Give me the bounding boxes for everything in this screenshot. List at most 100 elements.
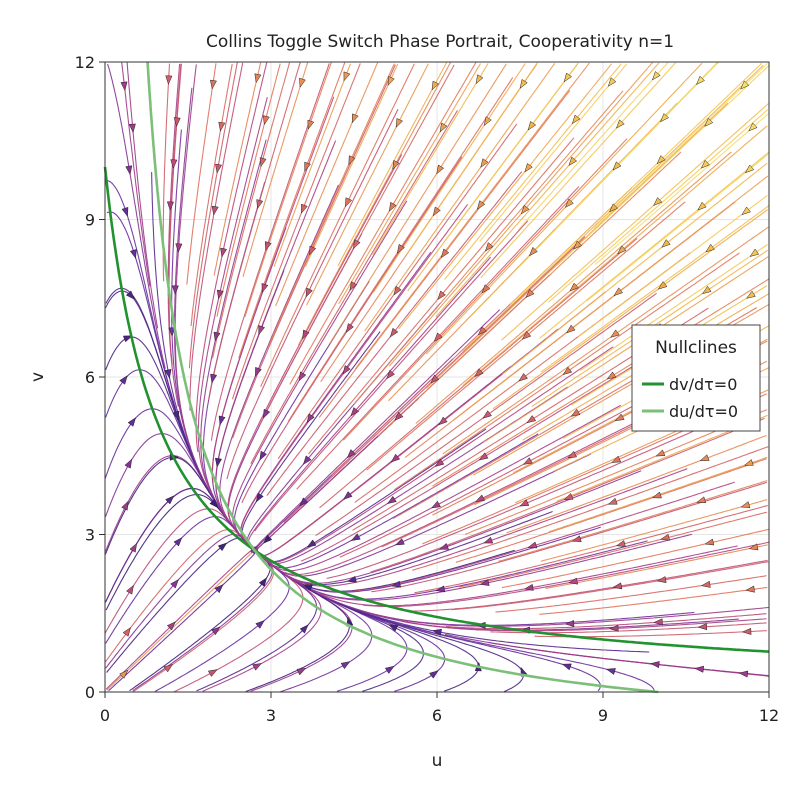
stream-arrow: [220, 247, 227, 258]
y-tick-label: 12: [75, 53, 95, 72]
stream-arrow: [346, 449, 356, 459]
streamline: [492, 209, 769, 410]
stream-arrow: [435, 585, 446, 593]
stream-arrow: [474, 368, 484, 378]
streamline: [443, 62, 579, 243]
streamline: [506, 434, 767, 534]
stream-arrow: [655, 449, 666, 457]
x-tick-label: 0: [100, 706, 110, 725]
stream-arrow: [164, 368, 172, 379]
stream-arrow: [301, 203, 308, 214]
stream-arrow: [258, 325, 266, 336]
stream-arrow: [523, 583, 534, 591]
streamline: [406, 559, 768, 612]
streamline: [455, 458, 767, 563]
streamline: [190, 63, 233, 327]
stream-arrow: [610, 329, 620, 338]
stream-arrow: [346, 575, 357, 583]
stream-arrow: [218, 121, 226, 132]
stream-arrow: [168, 327, 176, 337]
stream-arrow: [213, 331, 221, 342]
legend: Nullclines dv/dτ=0 du/dτ=0: [631, 324, 761, 432]
streamline: [442, 226, 769, 455]
stream-arrow: [255, 366, 262, 377]
streamline: [403, 624, 655, 692]
stream-arrow: [607, 497, 618, 505]
stream-arrow: [653, 618, 663, 626]
streamline: [532, 648, 769, 677]
stream-arrow: [121, 500, 129, 511]
streamline: [444, 63, 622, 280]
stream-arrow: [306, 539, 317, 548]
stream-arrow: [388, 624, 399, 632]
streamline: [586, 153, 769, 302]
streamline: [579, 244, 768, 371]
stream-arrow: [478, 452, 489, 461]
streamline: [539, 586, 768, 615]
stream-arrow: [741, 206, 751, 216]
stream-arrow: [524, 162, 533, 173]
streamline: [306, 63, 429, 306]
stream-arrow: [657, 281, 668, 290]
stream-arrow: [343, 491, 353, 500]
streamline: [517, 61, 669, 231]
streamline: [354, 62, 590, 370]
streamline: [425, 62, 703, 355]
streamline: [305, 63, 399, 267]
stream-arrow: [345, 197, 353, 208]
stream-arrow: [129, 542, 138, 553]
stream-arrow: [660, 113, 670, 123]
stream-arrow: [704, 538, 715, 546]
stream-arrow: [649, 661, 660, 669]
y-tick-label: 3: [85, 526, 95, 545]
stream-arrow: [126, 584, 134, 595]
stream-arrow: [170, 579, 179, 589]
chart-title: Collins Toggle Switch Phase Portrait, Co…: [206, 32, 674, 52]
streamline: [372, 63, 526, 293]
stream-arrow: [386, 369, 396, 380]
stream-arrow: [482, 410, 492, 419]
stream-arrow: [309, 245, 317, 256]
stream-arrow: [613, 287, 624, 297]
stream-arrow: [607, 77, 617, 87]
stream-arrow: [299, 497, 309, 507]
stream-arrow: [430, 374, 440, 384]
stream-arrow: [483, 536, 494, 544]
stream-arrow: [218, 415, 226, 426]
streamline: [188, 61, 238, 369]
stream-arrow: [697, 623, 708, 631]
stream-arrow: [522, 457, 533, 465]
stream-arrow: [617, 245, 627, 255]
stream-arrow: [429, 670, 439, 679]
stream-arrow: [172, 410, 180, 421]
stream-arrow: [214, 584, 224, 594]
streamline: [406, 61, 539, 255]
stream-arrow: [119, 669, 129, 679]
streamline: [289, 61, 477, 385]
streamline: [501, 103, 769, 341]
stream-arrow: [476, 200, 486, 210]
stream-arrow: [527, 120, 537, 131]
x-tick-label: 12: [759, 706, 779, 725]
stream-arrow: [436, 164, 445, 175]
streamline: [106, 547, 258, 691]
stream-arrow: [255, 492, 264, 503]
stream-arrow: [564, 620, 575, 628]
stream-arrow: [264, 241, 272, 252]
stream-arrow: [561, 663, 572, 671]
stream-arrow: [211, 205, 219, 216]
stream-arrow: [525, 288, 535, 299]
stream-arrow: [696, 496, 707, 504]
stream-arrow: [128, 123, 136, 134]
y-tick-label: 6: [85, 368, 95, 387]
stream-arrow: [342, 365, 351, 375]
stream-arrow: [745, 585, 755, 593]
legend-entry-du-nullcline: du/dτ=0: [669, 402, 738, 421]
stream-arrow: [119, 375, 128, 385]
stream-arrow: [124, 458, 133, 469]
legend-box: [631, 324, 761, 432]
stream-arrow: [520, 204, 530, 215]
streamline: [107, 63, 166, 369]
stream-arrow: [740, 80, 750, 90]
stream-arrow: [483, 116, 492, 127]
